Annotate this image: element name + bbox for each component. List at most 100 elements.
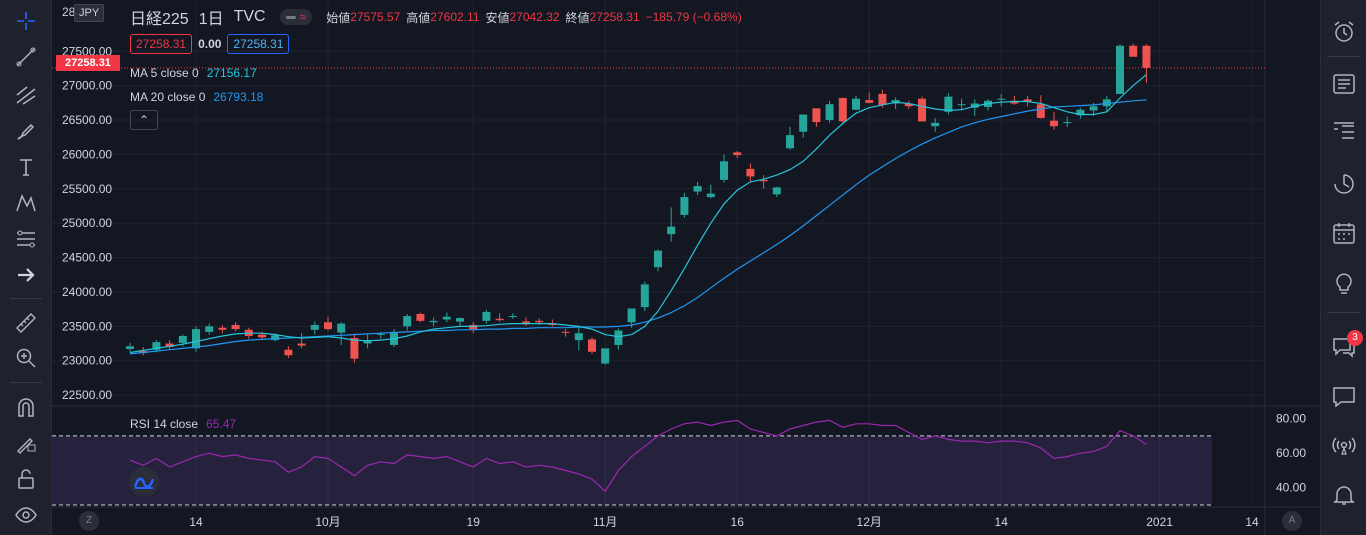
candle[interactable] bbox=[192, 326, 200, 352]
candle[interactable] bbox=[852, 95, 860, 111]
candle[interactable] bbox=[904, 100, 913, 110]
unlock-icon[interactable] bbox=[8, 464, 44, 494]
auto-scale-button[interactable]: A bbox=[1282, 511, 1302, 531]
candle[interactable] bbox=[746, 163, 755, 182]
candle[interactable] bbox=[838, 97, 847, 123]
calendar-icon[interactable] bbox=[1327, 216, 1361, 250]
symbol-name[interactable]: 日経225 bbox=[130, 11, 189, 28]
candle[interactable] bbox=[588, 337, 596, 354]
candle[interactable] bbox=[1063, 116, 1072, 127]
candle[interactable] bbox=[495, 313, 504, 322]
candle[interactable] bbox=[350, 333, 359, 363]
candle[interactable] bbox=[693, 181, 702, 195]
news-icon[interactable] bbox=[1327, 67, 1361, 101]
fib-tool-icon[interactable] bbox=[8, 80, 44, 110]
candle[interactable] bbox=[825, 100, 834, 123]
candle[interactable] bbox=[442, 312, 451, 323]
candle[interactable] bbox=[574, 326, 583, 351]
lock-drawing-icon[interactable] bbox=[8, 428, 44, 458]
candle[interactable] bbox=[1129, 43, 1138, 57]
candle[interactable] bbox=[152, 340, 161, 353]
price-chart[interactable]: 28 27500.00 27000.00 26500.00 26000.00 25500.… bbox=[52, 0, 1320, 535]
crosshair-icon[interactable] bbox=[8, 6, 44, 36]
trend-line-icon[interactable] bbox=[8, 42, 44, 72]
candle[interactable] bbox=[310, 321, 319, 335]
candle[interactable] bbox=[1116, 44, 1124, 94]
candle[interactable] bbox=[865, 92, 874, 104]
candle[interactable] bbox=[614, 328, 623, 350]
candle[interactable] bbox=[363, 334, 372, 349]
candle[interactable] bbox=[654, 249, 662, 272]
brush-icon[interactable] bbox=[8, 116, 44, 146]
prediction-tool-icon[interactable] bbox=[8, 224, 44, 254]
candle[interactable] bbox=[759, 175, 768, 189]
candle[interactable] bbox=[482, 309, 491, 324]
candle[interactable] bbox=[1036, 95, 1045, 119]
candle[interactable] bbox=[706, 184, 715, 199]
streams-icon[interactable] bbox=[1327, 428, 1361, 462]
candle[interactable] bbox=[667, 207, 676, 242]
sell-button[interactable]: 27258.31 bbox=[130, 34, 193, 54]
candle[interactable] bbox=[284, 346, 293, 358]
candle[interactable] bbox=[297, 333, 306, 349]
candle[interactable] bbox=[1010, 95, 1019, 105]
zoom-in-icon[interactable] bbox=[8, 343, 44, 373]
legend-toggle[interactable]: ≈ bbox=[279, 9, 313, 25]
candle[interactable] bbox=[126, 342, 134, 352]
candle[interactable] bbox=[786, 126, 794, 150]
candle[interactable] bbox=[456, 317, 464, 327]
buy-button[interactable]: 27258.31 bbox=[227, 34, 290, 54]
rsi-legend[interactable]: RSI 14 close 65.47 bbox=[130, 417, 236, 431]
candle[interactable] bbox=[522, 317, 530, 326]
candle[interactable] bbox=[680, 192, 689, 218]
candle[interactable] bbox=[1142, 44, 1151, 83]
candle[interactable] bbox=[997, 93, 1006, 107]
candle[interactable] bbox=[1076, 107, 1085, 119]
candle[interactable] bbox=[812, 108, 821, 127]
currency-badge[interactable]: JPY bbox=[74, 4, 105, 22]
interval-label[interactable]: 1日 bbox=[198, 11, 224, 28]
ruler-icon[interactable] bbox=[8, 308, 44, 338]
chart-area[interactable]: 28 27500.00 27000.00 26500.00 26000.00 25500.… bbox=[52, 0, 1320, 535]
candle[interactable] bbox=[416, 312, 425, 323]
candle[interactable] bbox=[165, 340, 174, 350]
ma20-legend[interactable]: MA 20 close 0 26793.18 bbox=[130, 90, 263, 104]
candle[interactable] bbox=[1050, 111, 1058, 130]
tradingview-logo-icon[interactable] bbox=[129, 467, 159, 497]
pattern-tool-icon[interactable] bbox=[8, 188, 44, 218]
candle[interactable] bbox=[231, 322, 240, 332]
candle[interactable] bbox=[429, 317, 438, 327]
candle[interactable] bbox=[918, 96, 926, 122]
candle[interactable] bbox=[403, 313, 412, 331]
candle[interactable] bbox=[601, 348, 610, 365]
scale-mode-left-button[interactable]: Z bbox=[79, 511, 99, 531]
candle[interactable] bbox=[772, 186, 781, 198]
candle[interactable] bbox=[957, 98, 966, 111]
candle[interactable] bbox=[931, 117, 940, 132]
arrow-right-icon[interactable] bbox=[8, 260, 44, 290]
candle[interactable] bbox=[337, 322, 346, 345]
watchlist-icon[interactable] bbox=[1327, 113, 1361, 147]
candle[interactable] bbox=[548, 319, 557, 327]
candle[interactable] bbox=[561, 329, 570, 337]
candle[interactable] bbox=[733, 150, 742, 158]
candle[interactable] bbox=[508, 313, 517, 319]
eye-icon[interactable] bbox=[8, 500, 44, 530]
text-tool-icon[interactable] bbox=[8, 152, 44, 182]
magnet-icon[interactable] bbox=[8, 393, 44, 423]
candle[interactable] bbox=[324, 316, 332, 331]
candle[interactable] bbox=[720, 154, 728, 183]
chat-bubble-icon[interactable] bbox=[1327, 380, 1361, 414]
alarm-clock-icon[interactable] bbox=[1327, 15, 1361, 49]
notifications-bell-icon[interactable] bbox=[1327, 478, 1361, 512]
history-icon[interactable] bbox=[1327, 167, 1361, 201]
candle[interactable] bbox=[218, 324, 227, 334]
ma5-legend[interactable]: MA 5 close 0 27156.17 bbox=[130, 66, 257, 80]
candle[interactable] bbox=[799, 114, 808, 138]
ideas-lightbulb-icon[interactable] bbox=[1327, 266, 1361, 300]
candle[interactable] bbox=[205, 323, 214, 335]
candle[interactable] bbox=[469, 322, 478, 334]
candle[interactable] bbox=[640, 281, 649, 312]
candle[interactable] bbox=[970, 99, 979, 116]
collapse-legend-button[interactable]: ⌃ bbox=[130, 110, 158, 130]
